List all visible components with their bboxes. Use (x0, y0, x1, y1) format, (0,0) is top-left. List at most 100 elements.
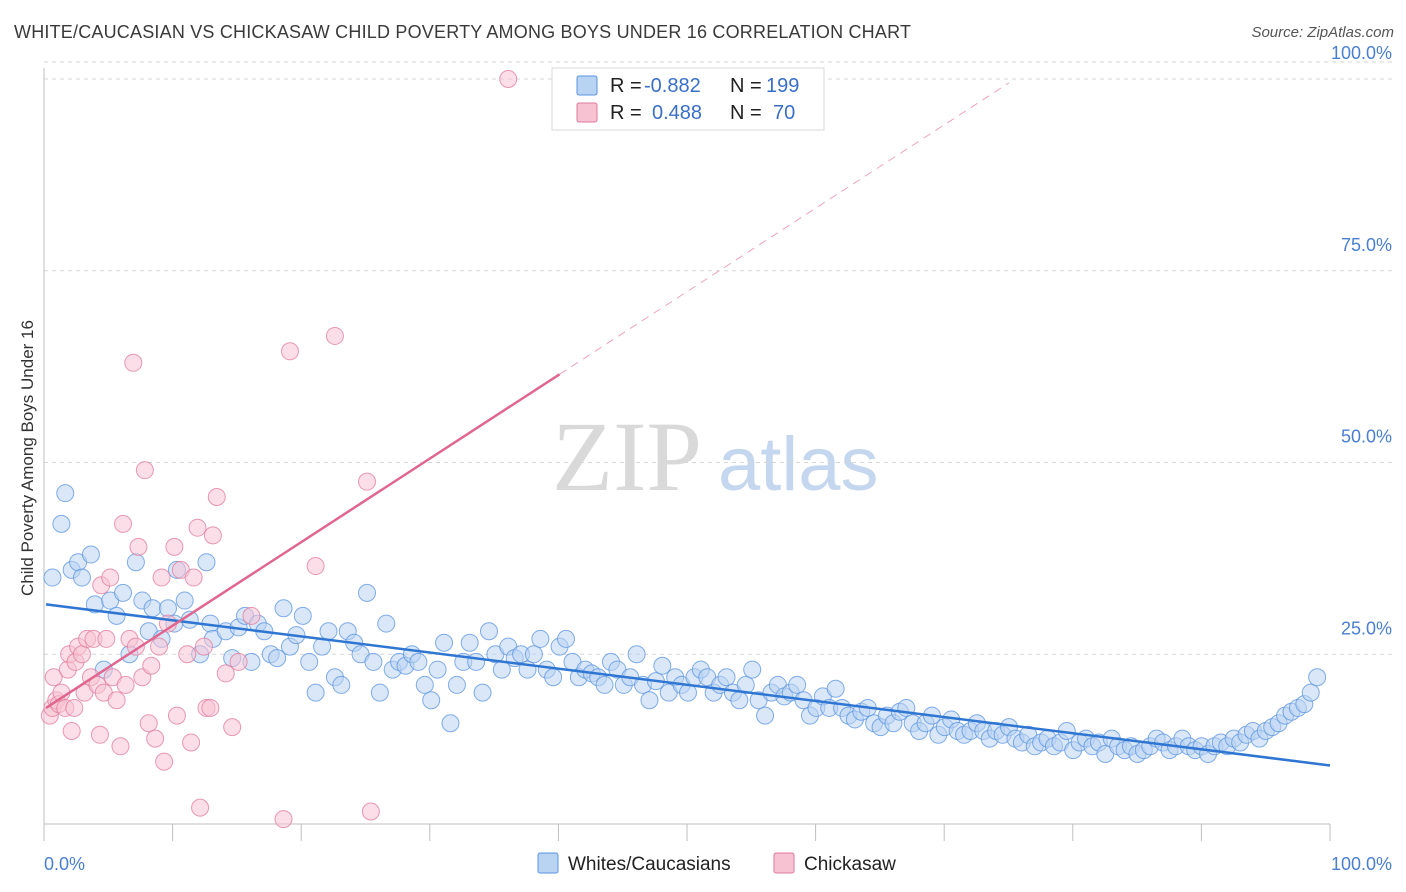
bottom-legend-label-chickasaw: Chickasaw (804, 854, 896, 875)
bottom-legend-swatch-chickasaw (773, 852, 795, 874)
whites-point-5 (72, 568, 91, 587)
whites-point-2 (56, 484, 75, 503)
whites-point-13 (126, 553, 145, 572)
watermark-zip: ZIP (552, 401, 702, 512)
whites-point-107 (730, 691, 749, 710)
axes (43, 68, 1331, 841)
chickasaw-point-50 (194, 637, 213, 656)
chickasaw-point-37 (146, 729, 165, 748)
chickasaw-point-9 (62, 721, 81, 740)
whites-point-66 (467, 652, 486, 671)
chickasaw-point-23 (101, 568, 120, 587)
x-tick-label-0: 0.0% (44, 854, 85, 874)
whites-point-43 (319, 622, 338, 641)
whites-point-18 (158, 599, 177, 618)
series-chickasaw-points (40, 70, 518, 829)
whites-point-91 (627, 645, 646, 664)
whites-point-80 (557, 629, 576, 648)
whites-point-45 (332, 675, 351, 694)
whites-point-63 (447, 675, 466, 694)
bottom-legend: Whites/Caucasians Chickasaw (537, 852, 896, 875)
chickasaw-point-13 (72, 645, 91, 664)
chickasaw-point-63 (358, 472, 376, 491)
chickasaw-trend-extension (559, 82, 1010, 375)
whites-point-95 (653, 656, 672, 675)
whites-point-21 (175, 591, 194, 610)
legend-swatch-chickasaw (576, 102, 598, 123)
chickasaw-point-55 (216, 664, 235, 683)
bottom-legend-label-whites: Whites/Caucasians (568, 854, 731, 875)
whites-point-58 (415, 675, 434, 694)
chickasaw-point-25 (107, 691, 126, 710)
chickasaw-point-19 (90, 725, 109, 744)
whites-point-78 (544, 668, 563, 687)
chickasaw-point-57 (229, 652, 248, 671)
legend-n-value-whites: 199 (766, 75, 799, 97)
whites-point-105 (717, 668, 736, 687)
chickasaw-point-64 (361, 802, 380, 821)
chickasaw-point-47 (184, 568, 203, 587)
chickasaw-point-10 (65, 698, 84, 717)
chickasaw-point-58 (242, 606, 261, 625)
chickasaw-point-65 (499, 70, 518, 88)
whites-point-36 (274, 599, 293, 618)
y-tick-labels: 25.0% 50.0% 75.0% 100.0% (1331, 43, 1392, 638)
whites-point-68 (479, 622, 498, 641)
whites-point-39 (293, 606, 312, 625)
whites-point-122 (826, 679, 845, 698)
whites-point-10 (107, 606, 126, 625)
chickasaw-point-60 (280, 342, 299, 361)
chickasaw-point-46 (182, 733, 201, 752)
watermark-atlas: atlas (718, 422, 879, 507)
whites-point-52 (377, 614, 396, 633)
whites-point-196 (1301, 683, 1320, 702)
whites-point-111 (756, 706, 775, 725)
chickasaw-point-43 (167, 706, 186, 725)
legend-n-label-chickasaw: N = (730, 102, 762, 124)
chickasaw-point-36 (142, 656, 161, 675)
chart-title: WHITE/CAUCASIAN VS CHICKASAW CHILD POVER… (14, 22, 912, 42)
chickasaw-point-53 (203, 526, 222, 545)
chickasaw-point-54 (207, 488, 226, 507)
whites-point-24 (197, 553, 216, 572)
legend: R = -0.882 N = 199 R = 0.488 N = 70 (551, 67, 825, 131)
whites-point-197 (1308, 668, 1327, 687)
gridlines (44, 61, 1392, 655)
legend-r-value-chickasaw: 0.488 (652, 102, 702, 124)
chickasaw-point-62 (325, 326, 344, 345)
whites-point-16 (143, 599, 162, 618)
trend-lines (45, 82, 1331, 767)
whites-trend-line (45, 603, 1331, 767)
whites-point-11 (114, 583, 133, 602)
series-whites-points (43, 484, 1327, 763)
y-tick-label-0: 25.0% (1341, 618, 1392, 638)
whites-point-49 (358, 583, 376, 602)
watermark: ZIP atlas (552, 401, 879, 512)
whites-point-51 (370, 683, 389, 702)
chickasaw-point-28 (116, 675, 135, 694)
whites-point-60 (428, 660, 447, 679)
whites-point-50 (364, 652, 383, 671)
whites-point-109 (743, 660, 762, 679)
chickasaw-point-22 (97, 629, 116, 648)
whites-point-41 (306, 683, 325, 702)
chickasaw-point-27 (114, 514, 133, 533)
whites-point-62 (441, 714, 460, 733)
y-tick-label-1: 50.0% (1341, 427, 1392, 447)
y-axis-label: Child Poverty Among Boys Under 16 (18, 320, 37, 596)
chickasaw-point-30 (124, 353, 143, 372)
chickasaw-point-61 (306, 557, 325, 576)
whites-point-67 (473, 683, 492, 702)
y-tick-label-3: 100.0% (1331, 43, 1392, 63)
chickasaw-point-32 (129, 537, 148, 556)
chickasaw-point-39 (152, 568, 171, 587)
whites-point-0 (43, 568, 62, 587)
chickasaw-point-2 (44, 668, 63, 687)
chickasaw-point-52 (201, 698, 220, 717)
legend-n-value-chickasaw: 70 (773, 102, 795, 124)
y-tick-label-2: 75.0% (1341, 235, 1392, 255)
legend-r-value-whites: -0.882 (644, 75, 701, 97)
chickasaw-point-26 (111, 737, 130, 756)
whites-point-6 (81, 545, 100, 564)
